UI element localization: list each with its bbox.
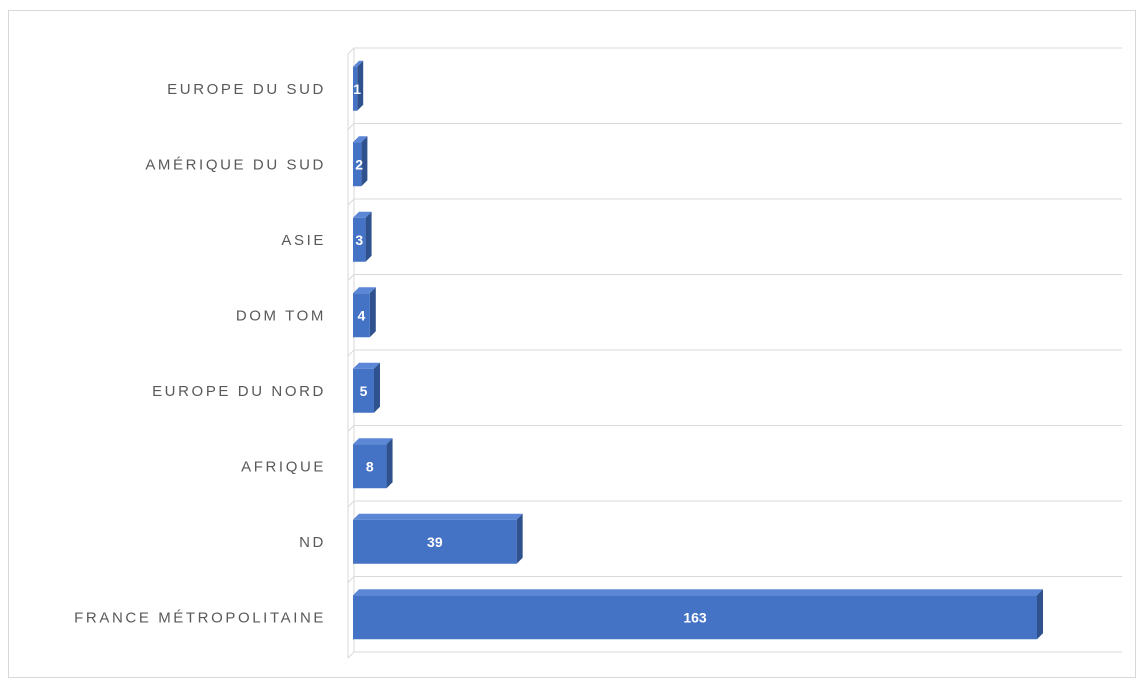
gridline-depth: [347, 274, 355, 281]
data-label: 1: [353, 81, 361, 97]
data-label: 3: [355, 232, 363, 248]
gridline-depth: [347, 576, 355, 583]
gridlines: [347, 47, 1122, 659]
gridline-depth: [347, 123, 355, 130]
bar-europe-du-nord: [353, 362, 380, 413]
bar-dom-tom: [353, 287, 376, 338]
data-label: 163: [683, 609, 707, 625]
data-label: 8: [366, 458, 374, 474]
gridline-depth: [347, 47, 355, 55]
bar-side-face: [373, 362, 380, 413]
bar-side-face: [1037, 589, 1043, 640]
category-label: DOM TOM: [236, 307, 326, 324]
bar-front-face: [353, 66, 358, 111]
data-label: 4: [357, 307, 365, 323]
data-label: 5: [360, 383, 368, 399]
bar-side-face: [386, 438, 393, 489]
category-label: ND: [299, 534, 326, 551]
category-label: AFRIQUE: [241, 458, 326, 475]
bar-europe-du-sud: [353, 60, 364, 111]
gridline-depth: [347, 651, 355, 659]
bar-front-face: [353, 293, 370, 338]
category-label: AMÉRIQUE DU SUD: [145, 156, 326, 173]
bar-side-face: [369, 287, 376, 338]
gridline-depth: [347, 198, 355, 206]
gridline-depth: [347, 425, 355, 432]
bar-nd: [353, 513, 523, 564]
bar-side-face: [365, 211, 372, 262]
chart-frame: [8, 10, 1136, 678]
bar-top-face: [353, 211, 372, 218]
bar-front-face: [353, 595, 1037, 640]
bar-side-face: [357, 60, 364, 111]
bar-top-face: [353, 136, 368, 143]
bar-front-face: [353, 217, 366, 262]
bar-front-face: [353, 368, 374, 413]
category-label: EUROPE DU SUD: [167, 81, 326, 98]
category-label: FRANCE MÉTROPOLITAINE: [74, 609, 326, 626]
category-label: ASIE: [281, 232, 326, 249]
bar-top-face: [353, 60, 364, 67]
bar-front-face: [353, 519, 517, 564]
bar-side-face: [516, 513, 523, 564]
gridline-depth: [347, 500, 355, 508]
bar-top-face: [353, 287, 376, 294]
bar-am-rique-du-sud: [353, 136, 368, 187]
bar-top-face: [353, 513, 523, 520]
gridline-depth: [347, 349, 355, 357]
category-label: EUROPE DU NORD: [152, 383, 326, 400]
bar-top-face: [353, 362, 380, 369]
bar-side-face: [361, 136, 368, 187]
bar-front-face: [353, 444, 387, 489]
bar-front-face: [353, 142, 362, 187]
bar-france-m-tropolitaine: [353, 589, 1043, 640]
bar-top-face: [353, 589, 1043, 596]
bar-top-face: [353, 438, 393, 445]
bar-asie: [353, 211, 372, 262]
bar-afrique: [353, 438, 393, 489]
bars: 1 2 3 4 5 8 39 163: [353, 60, 1043, 640]
data-label: 2: [355, 156, 363, 172]
data-label: 39: [427, 534, 443, 550]
category-labels: EUROPE DU SUD AMÉRIQUE DU SUD ASIE DOM TOM E…: [74, 81, 326, 627]
